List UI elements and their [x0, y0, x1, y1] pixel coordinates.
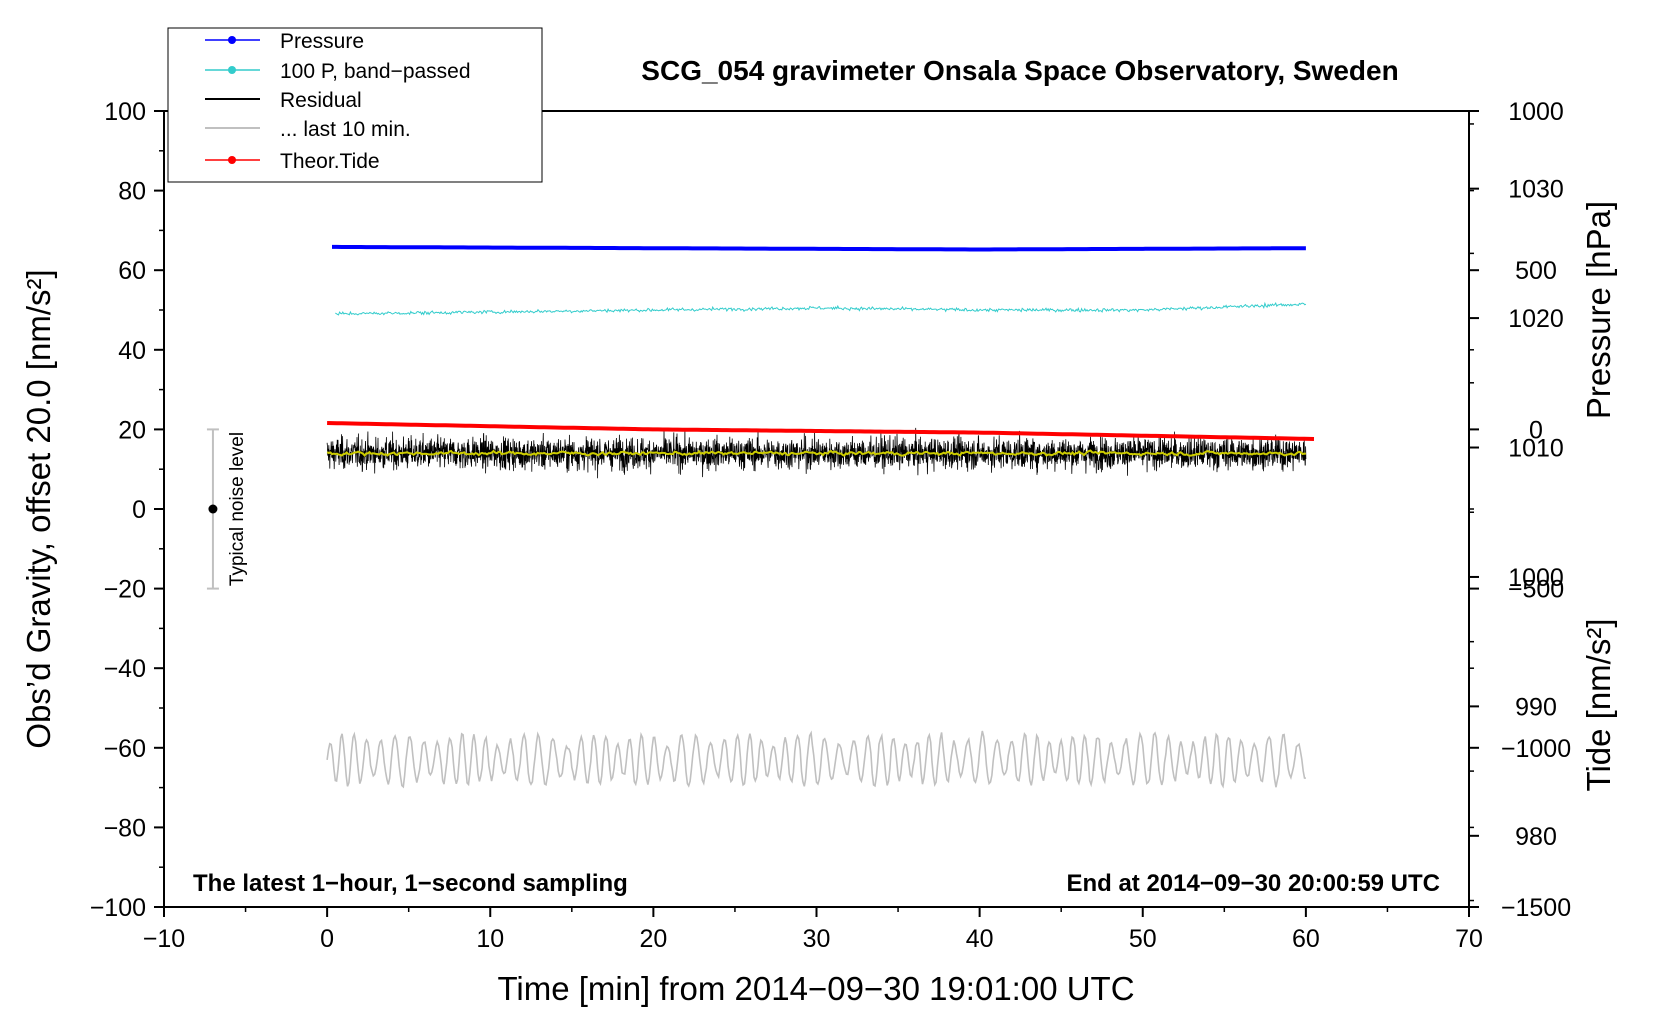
- legend-item-residual: Residual: [205, 89, 362, 112]
- annotation-end-time: End at 2014−09−30 20:00:59 UTC: [1066, 870, 1440, 897]
- plot-frame: [163, 110, 1470, 908]
- y-tick-label: −100: [90, 894, 146, 922]
- pressure-tick-label: 1030: [1508, 176, 1564, 204]
- legend-marker-bandpassed: [228, 66, 236, 74]
- ticks-layer: −10 0 10 20 30 40 50 60 70100806040200−20−40−60−…: [90, 98, 1571, 953]
- x-tick-label: −10: [143, 925, 185, 953]
- x-tick-label: 20: [639, 925, 667, 953]
- x-tick-label: 30: [803, 925, 831, 953]
- legend-label-pressure: Pressure: [280, 30, 364, 53]
- x-axis-title: Time [min] from 2014−09−30 19:01:00 UTC: [497, 970, 1134, 1007]
- chart-title: SCG_054 gravimeter Onsala Space Observat…: [641, 55, 1398, 86]
- pressure-tick-label: 1010: [1508, 435, 1564, 463]
- pressure-tick-label: 980: [1515, 823, 1557, 851]
- legend-item-pressure: Pressure: [205, 30, 364, 53]
- x-tick-label: 50: [1129, 925, 1157, 953]
- tide-tick-label: 500: [1515, 257, 1557, 285]
- pressure-series: [332, 244, 1306, 252]
- noise-bar: Typical noise level: [206, 428, 248, 590]
- legend-label-residual: Residual: [280, 89, 362, 112]
- running-mean-series: [326, 449, 1306, 458]
- noise-bar-label: Typical noise level: [227, 432, 248, 586]
- pressure-tick-label: 1000: [1508, 564, 1564, 592]
- y-tick-label: 80: [118, 178, 146, 206]
- legend-label-tide: Theor.Tide: [280, 150, 380, 173]
- legend-marker-tide: [228, 156, 236, 164]
- last-10-min-series: [326, 730, 1307, 789]
- x-tick-label: 10: [476, 925, 504, 953]
- legend-label-last10: ... last 10 min.: [280, 118, 411, 141]
- annotation-sampling: The latest 1−hour, 1−second sampling: [193, 870, 628, 897]
- tide-tick-label: −500: [1508, 576, 1564, 604]
- series-layer: [326, 244, 1315, 789]
- tide-tick-label: −1500: [1501, 894, 1571, 922]
- y-tick-label: 100: [104, 98, 146, 126]
- x-tick-label: 70: [1455, 925, 1483, 953]
- legend-label-bandpassed: 100 P, band−passed: [280, 60, 471, 83]
- x-tick-label: 60: [1292, 925, 1320, 953]
- legend-item-bandpassed: 100 P, band−passed: [205, 60, 471, 83]
- y-tick-label: −40: [104, 655, 146, 683]
- tide-tick-label: 0: [1529, 416, 1543, 444]
- legend-marker-pressure: [228, 36, 236, 44]
- tide-tick-label: −1000: [1501, 735, 1571, 763]
- y-tick-label: 20: [118, 416, 146, 444]
- pressure-tick-label: 990: [1515, 693, 1557, 721]
- y-tick-label: −80: [104, 814, 146, 842]
- x-tick-label: 40: [966, 925, 994, 953]
- tide-axis-title: Tide [nm/s²]: [1580, 619, 1617, 792]
- y-tick-label: 60: [118, 257, 146, 285]
- x-tick-label: 0: [320, 925, 334, 953]
- noise-bar-center-dot: [208, 504, 218, 514]
- legend-item-last10: ... last 10 min.: [205, 118, 411, 141]
- y-tick-label: −20: [104, 576, 146, 604]
- y-axis-title: Obs’d Gravity, offset 20.0 [nm/s²]: [20, 269, 57, 748]
- legend-box: [167, 27, 543, 183]
- y-tick-label: −60: [104, 735, 146, 763]
- theoretical-tide-series: [327, 421, 1315, 441]
- legend: Pressure 100 P, band−passed Residual ...…: [167, 27, 543, 183]
- pressure-tick-label: 1020: [1508, 305, 1564, 333]
- y-tick-label: 40: [118, 337, 146, 365]
- pressure-axis-title: Pressure [hPa]: [1580, 201, 1617, 419]
- residual-series: [326, 427, 1307, 479]
- tide-tick-label: 1000: [1508, 98, 1564, 126]
- legend-item-tide: Theor.Tide: [205, 150, 380, 173]
- y-tick-label: 0: [132, 496, 146, 524]
- bandpassed-pressure-series: [335, 301, 1307, 316]
